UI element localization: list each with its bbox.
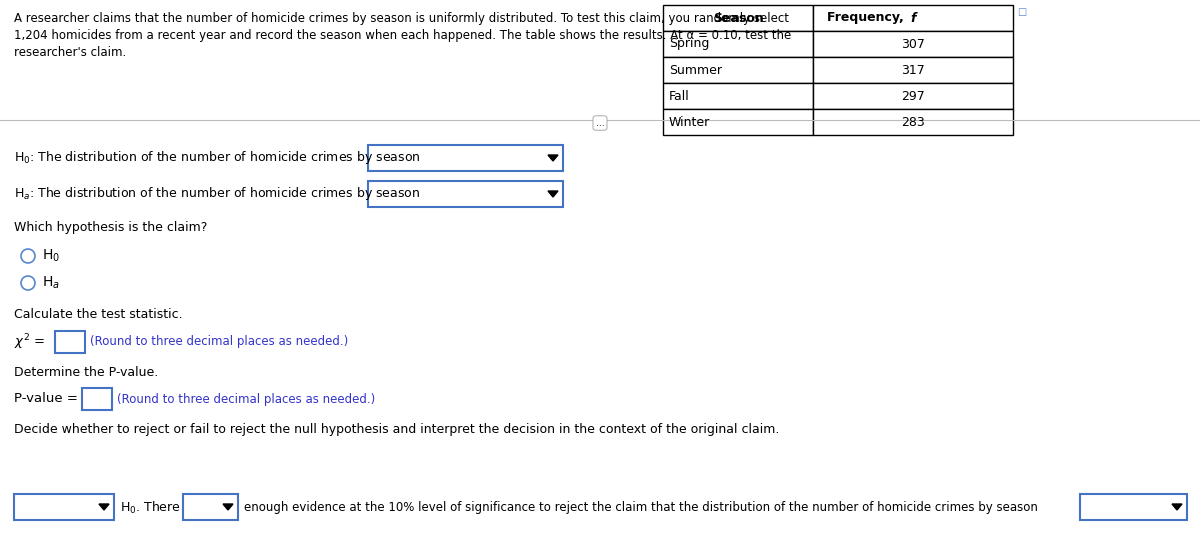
Bar <box>662 109 814 135</box>
Polygon shape <box>548 155 558 161</box>
Bar <box>814 31 1013 57</box>
Text: H$_0$: The distribution of the number of homicide crimes by season: H$_0$: The distribution of the number of… <box>14 149 420 165</box>
Bar <box>368 145 563 171</box>
Bar <box>662 5 814 31</box>
Text: □: □ <box>1018 7 1026 17</box>
Text: H$_0$: H$_0$ <box>42 248 60 264</box>
Bar <box>662 57 814 83</box>
Text: (Round to three decimal places as needed.): (Round to three decimal places as needed… <box>118 393 376 405</box>
Text: 1,204 homicides from a recent year and record the season when each happened. The: 1,204 homicides from a recent year and r… <box>14 29 791 42</box>
Text: Calculate the test statistic.: Calculate the test statistic. <box>14 308 182 322</box>
Polygon shape <box>548 191 558 197</box>
Text: 283: 283 <box>901 115 925 128</box>
Text: Fall: Fall <box>670 90 690 103</box>
Text: Spring: Spring <box>670 38 709 50</box>
Text: researcher's claim.: researcher's claim. <box>14 46 126 59</box>
Bar <box>814 109 1013 135</box>
Text: Winter: Winter <box>670 115 710 128</box>
Text: f: f <box>910 11 916 25</box>
Text: H$_a$: The distribution of the number of homicide crimes by season: H$_a$: The distribution of the number of… <box>14 185 420 201</box>
Bar <box>814 83 1013 109</box>
Polygon shape <box>223 504 233 510</box>
Text: enough evidence at the 10% level of significance to reject the claim that the di: enough evidence at the 10% level of sign… <box>244 502 1038 514</box>
Bar <box>182 494 238 520</box>
Bar <box>368 181 563 207</box>
Polygon shape <box>98 504 109 510</box>
Text: A researcher claims that the number of homicide crimes by season is uniformly di: A researcher claims that the number of h… <box>14 12 790 25</box>
Text: H$_a$: H$_a$ <box>42 275 60 291</box>
Text: Which hypothesis is the claim?: Which hypothesis is the claim? <box>14 221 208 235</box>
Text: 307: 307 <box>901 38 925 50</box>
Text: $\chi^2$ =: $\chi^2$ = <box>14 332 46 352</box>
Bar <box>1080 494 1187 520</box>
Text: Summer: Summer <box>670 63 722 76</box>
Bar <box>814 5 1013 31</box>
Bar <box>814 57 1013 83</box>
Text: P-value =: P-value = <box>14 393 78 405</box>
Text: ...: ... <box>595 119 605 127</box>
Circle shape <box>22 249 35 263</box>
Text: (Round to three decimal places as needed.): (Round to three decimal places as needed… <box>90 336 348 349</box>
Text: Decide whether to reject or fail to reject the null hypothesis and interpret the: Decide whether to reject or fail to reje… <box>14 423 779 436</box>
Text: 297: 297 <box>901 90 925 103</box>
Text: Frequency,: Frequency, <box>827 11 908 25</box>
Bar <box>55 331 85 353</box>
Bar <box>82 388 112 410</box>
Text: Season: Season <box>713 11 763 25</box>
Bar <box>662 31 814 57</box>
Bar <box>662 83 814 109</box>
Text: 317: 317 <box>901 63 925 76</box>
Bar <box>14 494 114 520</box>
Text: Determine the P-value.: Determine the P-value. <box>14 366 158 379</box>
Polygon shape <box>1172 504 1182 510</box>
Text: H$_0$. There: H$_0$. There <box>120 500 181 516</box>
Circle shape <box>22 276 35 290</box>
